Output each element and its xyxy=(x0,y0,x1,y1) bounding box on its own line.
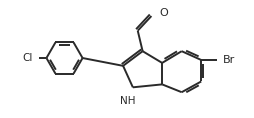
Text: O: O xyxy=(159,8,168,18)
Text: Br: Br xyxy=(223,55,235,65)
Text: NH: NH xyxy=(120,96,136,106)
Text: Cl: Cl xyxy=(22,53,33,63)
